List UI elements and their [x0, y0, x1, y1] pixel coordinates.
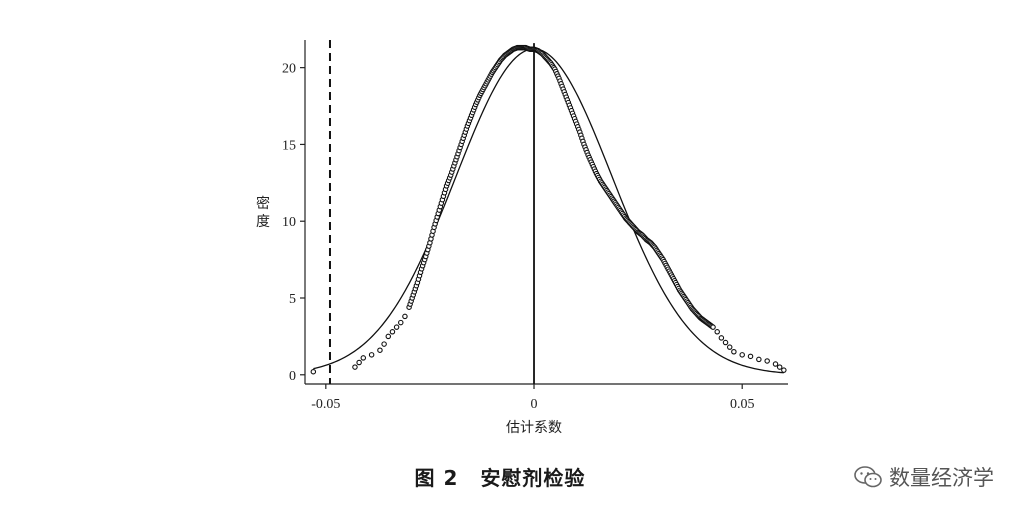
figure-caption: 图 2 安慰剂检验 [0, 462, 1000, 491]
data-point [402, 313, 408, 320]
x-tick-label: 0 [531, 397, 538, 412]
y-tick-label: 15 [282, 138, 296, 153]
data-point [381, 341, 387, 347]
data-point [726, 344, 733, 350]
figure-number: 图 2 [414, 466, 459, 490]
data-point [352, 364, 358, 370]
data-point [360, 355, 367, 361]
data-point [756, 356, 762, 363]
y-tick-label: 20 [282, 62, 296, 77]
data-point [772, 361, 779, 367]
watermark: 数量经济学 [853, 462, 994, 492]
figure-title: 安慰剂检验 [480, 466, 586, 490]
y-tick-label: 10 [282, 215, 296, 230]
data-point [776, 364, 783, 370]
y-tick-label: 5 [289, 292, 296, 307]
plot-axes [304, 40, 788, 385]
data-point [781, 367, 787, 373]
data-point [731, 348, 737, 355]
x-axis-label: 估计系数 [506, 420, 562, 436]
x-ticks: -0.05 0 0.05 [311, 384, 754, 412]
x-tick-label: -0.05 [311, 397, 340, 412]
data-point [739, 352, 745, 358]
data-point [385, 333, 392, 340]
data-point [310, 368, 317, 375]
data-point [377, 347, 383, 353]
density-plot: 0 5 10 15 20 -0.05 0 0.05 密度 估计系数 [256, 40, 788, 436]
x-tick-label: 0.05 [730, 397, 755, 412]
data-point [722, 339, 729, 346]
y-ticks: 0 5 10 15 20 [282, 62, 305, 384]
data-point [714, 329, 720, 335]
y-axis-label: 密度 [256, 195, 270, 230]
data-point [710, 324, 716, 330]
y-tick-label: 0 [289, 369, 296, 384]
normal-density-curve [313, 48, 784, 374]
wechat-icon [854, 466, 882, 488]
data-point [747, 353, 754, 360]
data-point [393, 324, 400, 330]
data-point [398, 319, 404, 326]
data-point [368, 352, 375, 358]
estimate-points [310, 44, 787, 375]
data-point [389, 329, 396, 335]
data-point [718, 335, 725, 341]
data-point [356, 359, 362, 366]
data-point [764, 358, 770, 364]
watermark-text: 数量经济学 [889, 466, 994, 490]
